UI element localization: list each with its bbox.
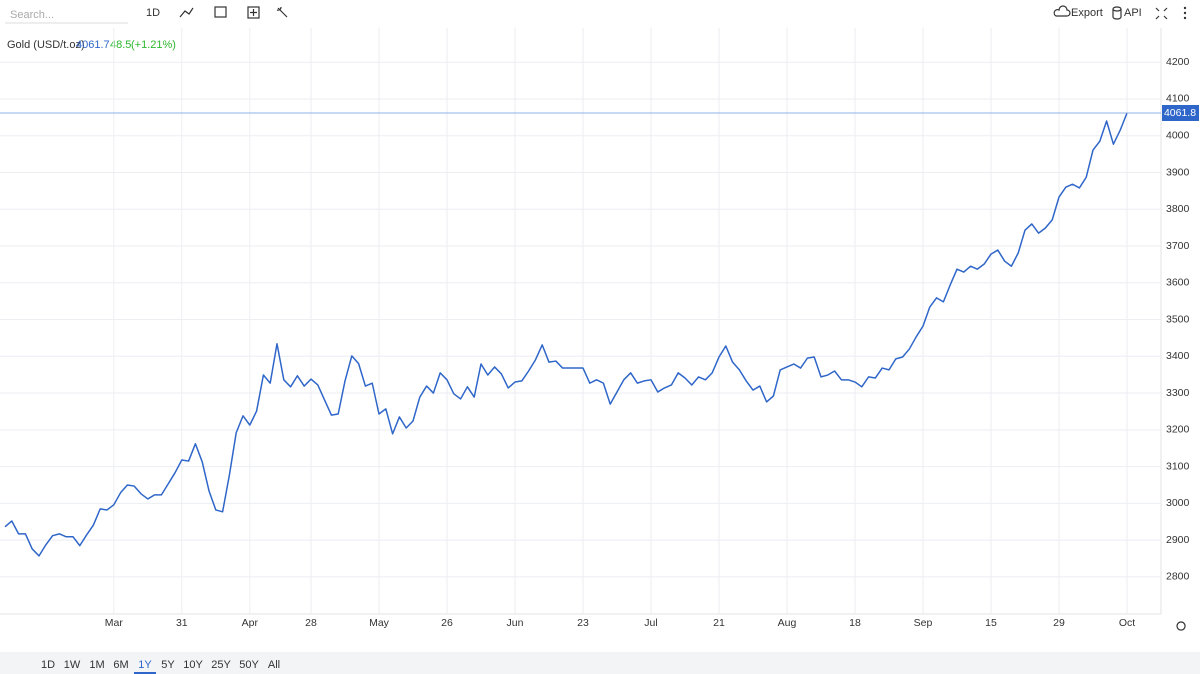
y-tick-label: 3500	[1166, 313, 1190, 325]
x-tick-label: 18	[849, 617, 861, 629]
x-tick-label: 31	[176, 617, 188, 629]
api-button[interactable]: API	[1124, 7, 1142, 19]
range-bar	[0, 652, 1200, 674]
y-tick-label: 3900	[1166, 166, 1190, 178]
y-tick-label: 3800	[1166, 203, 1190, 215]
range-button[interactable]: 10Y	[183, 659, 203, 671]
x-tick-label: Sep	[914, 617, 933, 629]
legend-value: 4061.7	[76, 39, 110, 51]
y-tick-label: 4100	[1166, 93, 1190, 105]
x-tick-label: Jun	[507, 617, 524, 629]
x-tick-label: Oct	[1119, 617, 1135, 629]
x-tick-label: 23	[577, 617, 589, 629]
y-tick-label: 3300	[1166, 387, 1190, 399]
export-button[interactable]: Export	[1071, 7, 1103, 19]
api-icon[interactable]	[1112, 6, 1122, 12]
range-button[interactable]: All	[268, 659, 280, 671]
y-tick-label: 2900	[1166, 534, 1190, 546]
axis-settings-icon[interactable]	[1176, 621, 1186, 631]
y-tick-label: 3600	[1166, 277, 1190, 289]
range-button[interactable]: 1W	[64, 659, 81, 671]
x-tick-label: Mar	[105, 617, 124, 629]
legend-change-pct: (+1.21%)	[131, 39, 176, 51]
legend-name: Gold (USD/t.oz)	[7, 39, 85, 51]
search-input[interactable]: Search...	[10, 9, 54, 21]
range-button[interactable]: 5Y	[161, 659, 175, 671]
y-tick-label: 2800	[1166, 571, 1190, 583]
y-tick-label: 3000	[1166, 497, 1190, 509]
range-button[interactable]: 1M	[89, 659, 104, 671]
menu-dot	[1183, 11, 1187, 15]
y-tick-label: 4200	[1166, 56, 1190, 68]
x-tick-label: 26	[441, 617, 453, 629]
legend-change: 48.5	[110, 39, 131, 51]
api-icon-body	[1112, 9, 1122, 20]
y-tick-label: 4000	[1166, 129, 1190, 141]
range-button[interactable]: 25Y	[211, 659, 231, 671]
x-tick-label: 29	[1053, 617, 1065, 629]
price-line	[4, 112, 1128, 557]
export-icon[interactable]	[1053, 5, 1071, 17]
calendar-icon[interactable]	[214, 6, 227, 18]
x-tick-label: 28	[305, 617, 317, 629]
menu-dot[interactable]	[1183, 6, 1187, 10]
compare-icon[interactable]	[247, 6, 260, 19]
interval-button[interactable]: 1D	[146, 7, 160, 19]
settings-icon[interactable]	[276, 6, 288, 18]
range-button[interactable]: 6M	[113, 659, 128, 671]
y-tick-label: 3100	[1166, 460, 1190, 472]
y-tick-label: 3200	[1166, 424, 1190, 436]
last-price-label: 4061.8	[1164, 107, 1196, 119]
range-button[interactable]: 50Y	[239, 659, 259, 671]
x-tick-label: Apr	[242, 617, 259, 629]
range-button[interactable]: 1D	[41, 659, 55, 671]
fullscreen-icon[interactable]	[1155, 7, 1168, 20]
x-tick-label: Aug	[778, 617, 797, 629]
x-tick-label: Jul	[644, 617, 657, 629]
range-button[interactable]: 1Y	[138, 659, 152, 671]
menu-dot	[1183, 16, 1187, 20]
x-tick-label: 21	[713, 617, 725, 629]
chart-type-icon[interactable]	[179, 7, 194, 18]
x-tick-label: 15	[985, 617, 997, 629]
compare-plus	[250, 9, 257, 16]
last-price-badge	[1162, 104, 1199, 121]
y-tick-label: 3700	[1166, 240, 1190, 252]
x-tick-label: May	[369, 617, 390, 629]
y-tick-label: 3400	[1166, 350, 1190, 362]
